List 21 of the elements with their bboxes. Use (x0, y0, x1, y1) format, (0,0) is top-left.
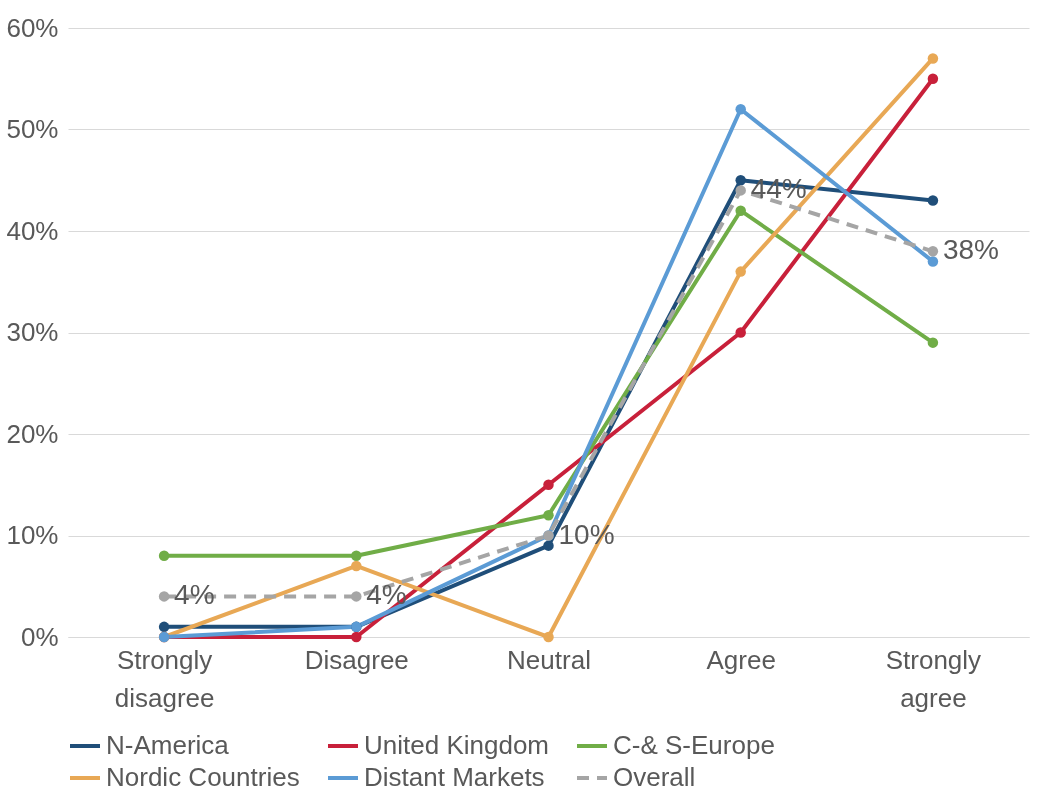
x-tick-label: Neutral (507, 644, 591, 675)
legend-label: United Kingdom (364, 730, 549, 760)
y-tick-label: 50% (6, 114, 59, 144)
legend-label: Nordic Countries (106, 762, 300, 792)
y-tick-label: 10% (6, 520, 59, 550)
x-tick-label: Disagree (304, 644, 409, 675)
y-tick-label: 30% (6, 317, 59, 347)
data-label: 4% (366, 579, 407, 611)
legend-label: N-America (106, 730, 230, 760)
legend-label: C-& S-Europe (613, 730, 775, 760)
y-tick-label: 60% (6, 12, 59, 43)
y-tick-label: 0% (20, 621, 59, 652)
legend-label: Overall (613, 762, 696, 792)
x-tick-label: Agree (706, 644, 776, 675)
x-tick-label: Strongly disagree (114, 644, 215, 713)
y-tick-label: 20% (6, 418, 59, 449)
legend-label: Distant Markets (364, 762, 545, 792)
y-tick-label: 40% (6, 215, 59, 246)
x-tick-label: Strongly agree (885, 644, 982, 713)
data-label: 38% (942, 234, 999, 266)
data-label: 4% (174, 579, 215, 611)
